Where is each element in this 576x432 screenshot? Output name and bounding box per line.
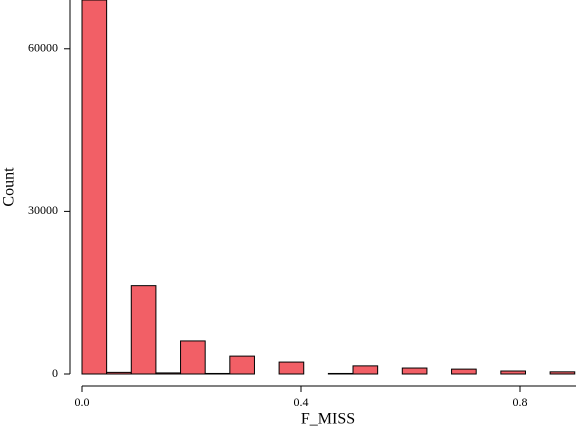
bar xyxy=(229,355,255,375)
bar xyxy=(130,285,157,375)
bar xyxy=(451,368,477,375)
bar xyxy=(549,371,576,375)
bar xyxy=(81,0,108,375)
bar xyxy=(106,371,132,375)
bar xyxy=(352,365,379,375)
bar xyxy=(180,340,206,375)
bar xyxy=(278,361,305,375)
bar xyxy=(155,372,182,375)
y-tick-label: 0 xyxy=(52,366,58,380)
x-axis-label: F_MISS xyxy=(301,411,355,428)
bar xyxy=(401,367,428,375)
bar xyxy=(204,372,231,375)
x-tick-label: 0.8 xyxy=(513,395,528,409)
y-axis-label: Count xyxy=(1,167,18,207)
bar xyxy=(500,370,526,375)
x-tick-label: 0.4 xyxy=(294,395,309,409)
y-tick-label: 60000 xyxy=(28,41,58,55)
y-tick-label: 30000 xyxy=(28,203,58,217)
x-tick-label: 0.0 xyxy=(75,395,90,409)
bar xyxy=(327,372,354,375)
